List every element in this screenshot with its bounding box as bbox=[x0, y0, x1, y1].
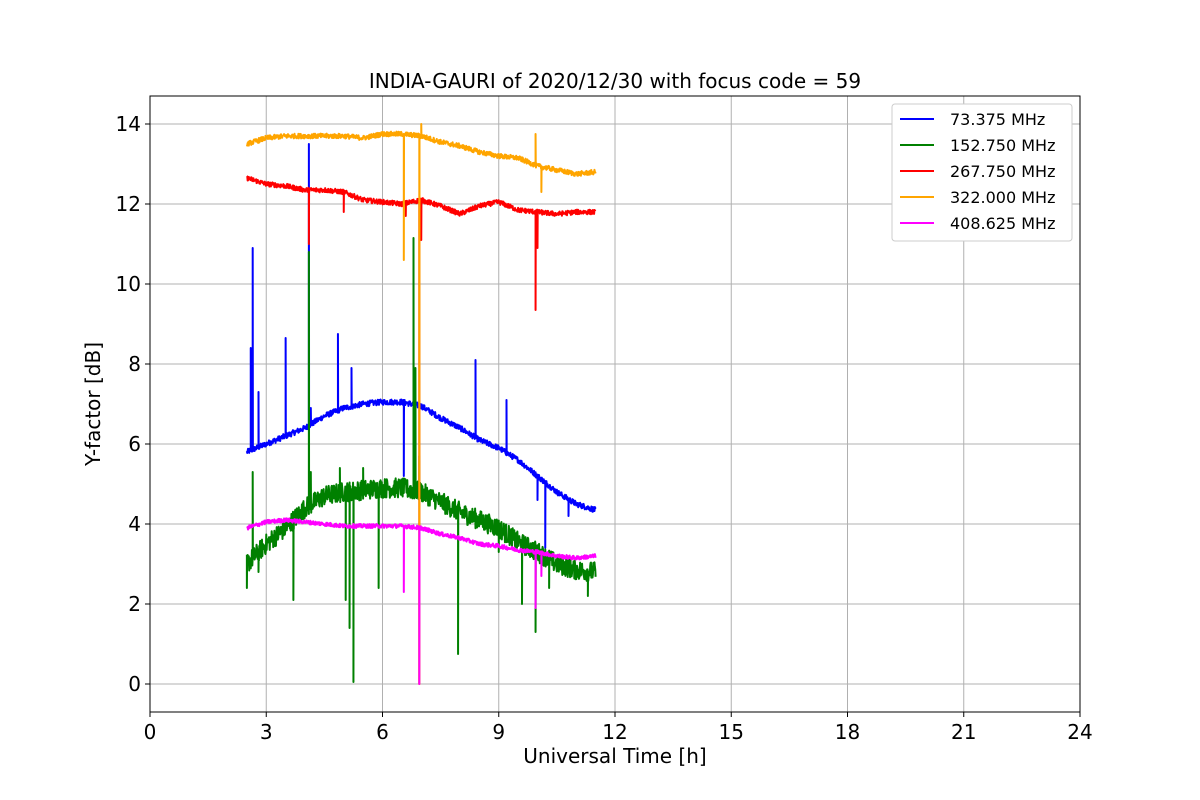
series-5 bbox=[246, 517, 597, 685]
series-3 bbox=[246, 175, 597, 685]
y-axis-label: Y-factor [dB] bbox=[81, 342, 105, 467]
series-line bbox=[246, 175, 597, 685]
y-tick-label: 8 bbox=[128, 352, 141, 376]
series-line bbox=[245, 123, 597, 685]
y-tick-label: 0 bbox=[128, 672, 141, 696]
y-tick-label: 4 bbox=[128, 512, 141, 536]
x-tick-label: 9 bbox=[492, 720, 505, 744]
x-tick-label: 21 bbox=[951, 720, 976, 744]
series-4 bbox=[245, 123, 597, 685]
x-tick-label: 12 bbox=[602, 720, 627, 744]
legend-item: 322.000 MHz bbox=[900, 188, 1055, 207]
grid-lines bbox=[149, 96, 1081, 712]
y-tick-label: 10 bbox=[116, 272, 141, 296]
legend-box bbox=[891, 103, 1073, 242]
legend-label: 322.000 MHz bbox=[950, 188, 1055, 207]
series-line bbox=[246, 517, 597, 685]
legend-item: 152.750 MHz bbox=[900, 136, 1055, 155]
legend: 73.375 MHz 152.750 MHz 267.750 MHz 322.000 … bbox=[891, 103, 1073, 242]
y-tick-label: 2 bbox=[128, 592, 141, 616]
x-tick-label: 18 bbox=[835, 720, 860, 744]
x-tick-label: 3 bbox=[260, 720, 273, 744]
x-axis-label: Universal Time [h] bbox=[523, 744, 706, 768]
y-tick-label: 6 bbox=[128, 432, 141, 456]
x-tick-label: 0 bbox=[144, 720, 157, 744]
y-tick-label: 12 bbox=[116, 192, 141, 216]
x-tick-label: 15 bbox=[719, 720, 744, 744]
series-lines bbox=[245, 123, 597, 685]
legend-item: 73.375 MHz bbox=[900, 110, 1045, 129]
series-2 bbox=[245, 237, 597, 683]
legend-item: 408.625 MHz bbox=[900, 214, 1055, 233]
y-tick-label: 14 bbox=[116, 112, 141, 136]
legend-label: 152.750 MHz bbox=[950, 136, 1055, 155]
chart-title: INDIA-GAURI of 2020/12/30 with focus cod… bbox=[369, 69, 861, 93]
x-tick-label: 24 bbox=[1067, 720, 1092, 744]
legend-label: 267.750 MHz bbox=[950, 162, 1055, 181]
legend-item: 267.750 MHz bbox=[900, 162, 1055, 181]
series-line bbox=[245, 237, 597, 683]
legend-label: 73.375 MHz bbox=[950, 110, 1045, 129]
legend-label: 408.625 MHz bbox=[950, 214, 1055, 233]
x-tick-label: 6 bbox=[376, 720, 389, 744]
